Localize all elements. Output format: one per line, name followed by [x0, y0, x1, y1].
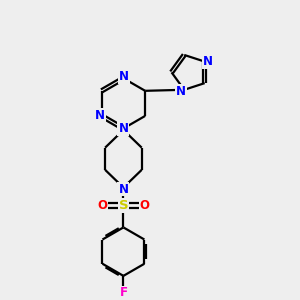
Text: N: N — [118, 122, 128, 135]
Text: S: S — [118, 200, 128, 212]
Text: F: F — [119, 286, 128, 299]
Text: N: N — [95, 109, 105, 122]
Text: N: N — [203, 55, 213, 68]
Text: O: O — [140, 200, 150, 212]
Text: N: N — [119, 70, 129, 83]
Text: O: O — [97, 200, 107, 212]
Text: N: N — [176, 85, 186, 98]
Text: N: N — [118, 182, 128, 196]
